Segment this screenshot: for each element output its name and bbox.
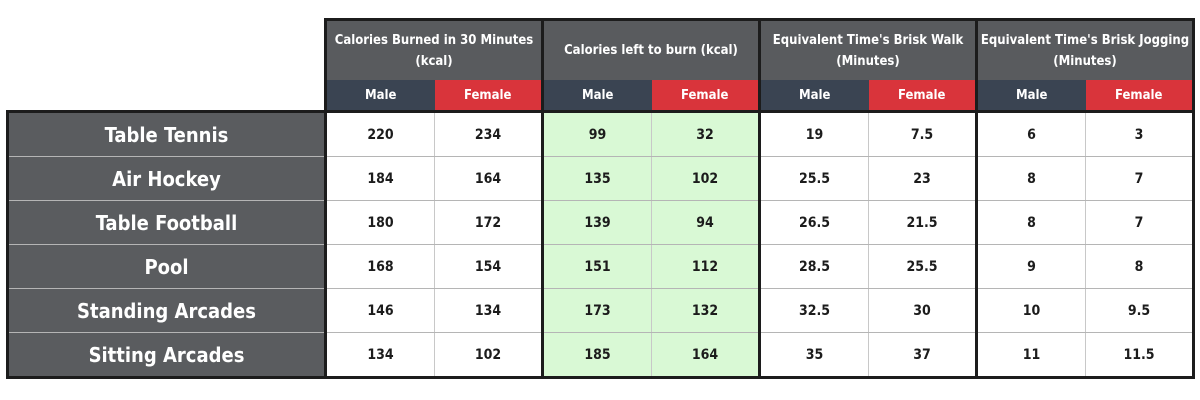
row-label: Sitting Arcades xyxy=(6,332,327,379)
row-label: Air Hockey xyxy=(6,156,327,201)
corner-cell xyxy=(7,19,326,112)
table-cell: 164 xyxy=(651,332,761,379)
table-row: Table Tennis 220 234 99 32 19 7.5 6 3 xyxy=(6,110,1195,157)
row-label: Table Tennis xyxy=(6,110,327,157)
table-cell: 11.5 xyxy=(1085,332,1195,379)
table-cell: 32 xyxy=(651,111,761,157)
table-cell: 135 xyxy=(541,156,652,201)
table-cell: 35 xyxy=(758,332,869,379)
table-cell: 8 xyxy=(975,156,1086,201)
table-cell: 19 xyxy=(758,111,869,157)
table-cell: 8 xyxy=(1085,244,1195,289)
table-cell: 172 xyxy=(434,200,544,245)
table-cell: 7 xyxy=(1085,200,1195,245)
group-header-brisk-walk: Equivalent Time's Brisk Walk (Minutes) xyxy=(758,18,978,80)
subheader-female: Female xyxy=(868,80,978,113)
table-body: Table Tennis 220 234 99 32 19 7.5 6 3 Air Hockey 1… xyxy=(6,110,1195,379)
group-header-calories-left: Calories left to burn (kcal) xyxy=(541,18,761,80)
group-header-brisk-jogging: Equivalent Time's Brisk Jogging (Minutes… xyxy=(975,18,1195,80)
table-cell: 184 xyxy=(324,156,435,201)
row-label: Table Football xyxy=(6,200,327,245)
table-cell: 30 xyxy=(868,288,978,333)
table-row: Table Football 180 172 139 94 26.5 21.5 8 7 xyxy=(6,200,1195,245)
table-cell: 94 xyxy=(651,200,761,245)
table-cell: 132 xyxy=(651,288,761,333)
table-cell: 25.5 xyxy=(868,244,978,289)
subheader-female: Female xyxy=(1085,80,1195,113)
table-cell: 180 xyxy=(324,200,435,245)
calorie-comparison-table: Calories Burned in 30 Minutes (kcal) Cal… xyxy=(6,18,1195,379)
table-cell: 21.5 xyxy=(868,200,978,245)
table-cell: 10 xyxy=(975,288,1086,333)
table-cell: 7.5 xyxy=(868,111,978,157)
table-cell: 25.5 xyxy=(758,156,869,201)
table-cell: 151 xyxy=(541,244,652,289)
table-cell: 234 xyxy=(434,111,544,157)
table-cell: 173 xyxy=(541,288,652,333)
table-cell: 8 xyxy=(975,200,1086,245)
table-cell: 23 xyxy=(868,156,978,201)
table-cell: 37 xyxy=(868,332,978,379)
table-cell: 134 xyxy=(324,332,435,379)
subheader-male: Male xyxy=(324,80,435,113)
table-cell: 6 xyxy=(975,111,1086,157)
table-cell: 134 xyxy=(434,288,544,333)
table-cell: 32.5 xyxy=(758,288,869,333)
group-header-calories-burned: Calories Burned in 30 Minutes (kcal) xyxy=(324,18,544,80)
table-cell: 146 xyxy=(324,288,435,333)
subheader-male: Male xyxy=(541,80,652,113)
table-cell: 185 xyxy=(541,332,652,379)
subheader-male: Male xyxy=(758,80,869,113)
table-cell: 11 xyxy=(975,332,1086,379)
table-row: Sitting Arcades 134 102 185 164 35 37 11 11.5 xyxy=(6,332,1195,379)
table-cell: 102 xyxy=(651,156,761,201)
table-cell: 154 xyxy=(434,244,544,289)
subheader-female: Female xyxy=(651,80,761,113)
table-cell: 164 xyxy=(434,156,544,201)
table-cell: 9 xyxy=(975,244,1086,289)
table-cell: 99 xyxy=(541,111,652,157)
row-label: Standing Arcades xyxy=(6,288,327,333)
table-cell: 9.5 xyxy=(1085,288,1195,333)
table-cell: 220 xyxy=(324,111,435,157)
table-row: Air Hockey 184 164 135 102 25.5 23 8 7 xyxy=(6,156,1195,201)
subheader-male: Male xyxy=(975,80,1086,113)
subheader-female: Female xyxy=(434,80,544,113)
table-cell: 7 xyxy=(1085,156,1195,201)
table-cell: 3 xyxy=(1085,111,1195,157)
table-row: Standing Arcades 146 134 173 132 32.5 30 10 9.5 xyxy=(6,288,1195,333)
table-cell: 28.5 xyxy=(758,244,869,289)
table-cell: 26.5 xyxy=(758,200,869,245)
table-cell: 112 xyxy=(651,244,761,289)
table-cell: 102 xyxy=(434,332,544,379)
table-cell: 168 xyxy=(324,244,435,289)
table-cell: 139 xyxy=(541,200,652,245)
table-row: Pool 168 154 151 112 28.5 25.5 9 8 xyxy=(6,244,1195,289)
row-label: Pool xyxy=(6,244,327,289)
